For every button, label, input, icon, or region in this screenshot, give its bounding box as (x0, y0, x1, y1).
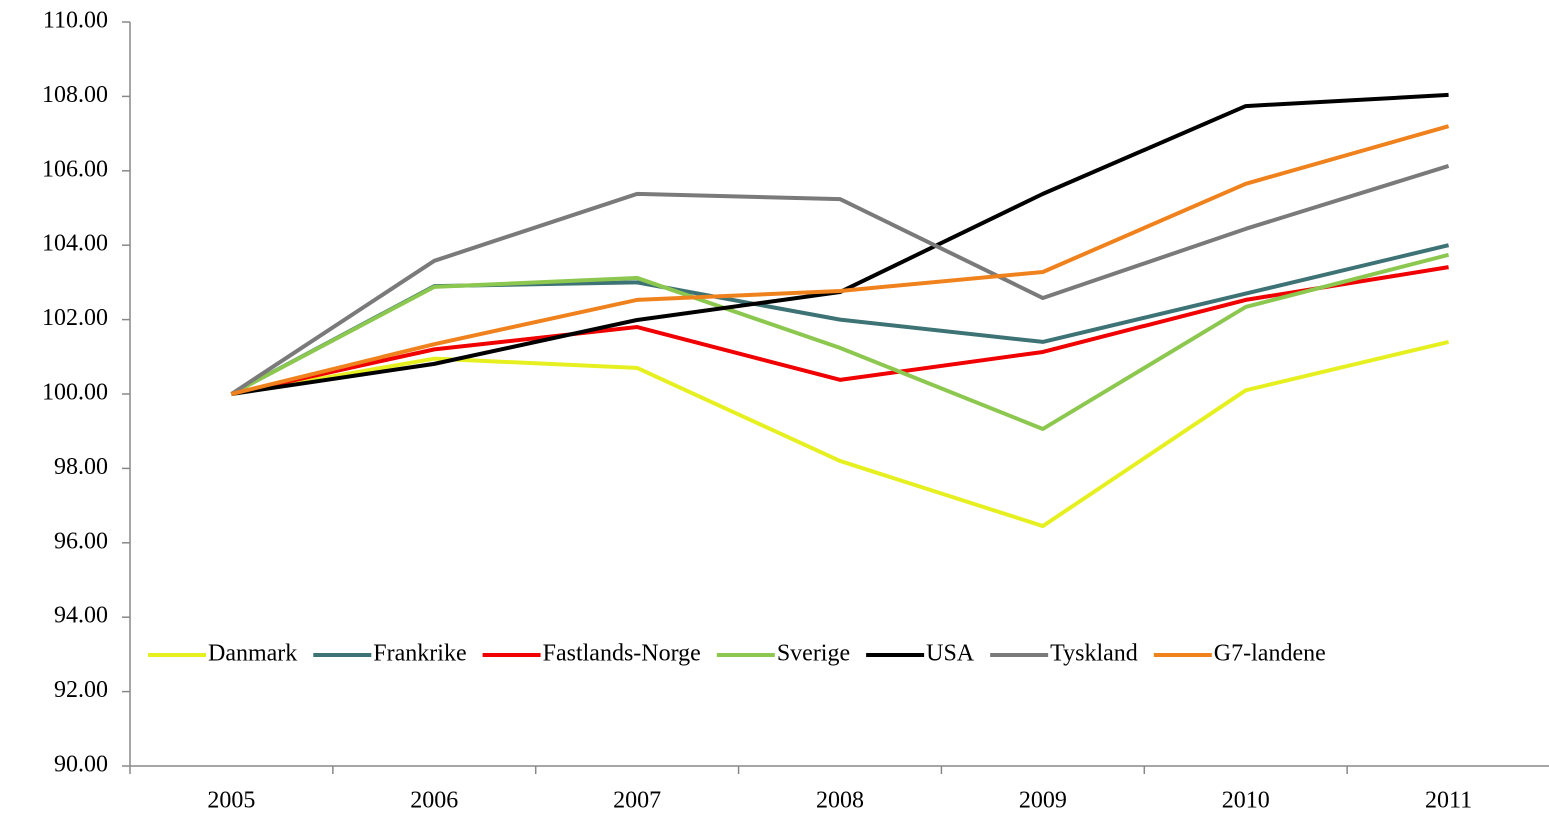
series-line (230, 243, 1450, 396)
x-tick-label: 2011 (1425, 788, 1472, 814)
legend-label: Fastlands-Norge (543, 641, 701, 667)
series-line (230, 265, 1449, 396)
x-tick-label: 2006 (410, 788, 458, 814)
legend-label: Tyskland (1050, 641, 1138, 667)
y-tick-label: 100.00 (42, 380, 108, 406)
x-tick-label: 2010 (1222, 788, 1270, 814)
x-tick-label: 2009 (1019, 788, 1067, 814)
series-line (230, 164, 1450, 396)
y-tick-label: 92.00 (54, 677, 108, 703)
legend-label: Sverige (777, 641, 850, 667)
legend-label: USA (926, 641, 975, 667)
y-tick-label: 108.00 (42, 82, 108, 108)
y-tick-label: 102.00 (42, 305, 108, 331)
series-line (230, 124, 1450, 396)
series-line (230, 252, 1450, 431)
legend-label: Frankrike (373, 641, 466, 667)
y-tick-label: 96.00 (54, 528, 108, 554)
x-tick-label: 2005 (207, 788, 255, 814)
series-line (231, 339, 1450, 529)
y-tick-label: 106.00 (42, 156, 108, 182)
legend-label: Danmark (208, 641, 297, 667)
x-tick-label: 2008 (816, 788, 864, 814)
y-tick-label: 90.00 (54, 752, 108, 778)
y-tick-label: 110.00 (43, 8, 108, 34)
y-tick-label: 104.00 (42, 231, 108, 257)
legend-label: G7-landene (1214, 641, 1326, 667)
y-tick-label: 98.00 (54, 454, 108, 480)
y-tick-label: 94.00 (54, 603, 108, 629)
x-tick-label: 2007 (613, 788, 661, 814)
